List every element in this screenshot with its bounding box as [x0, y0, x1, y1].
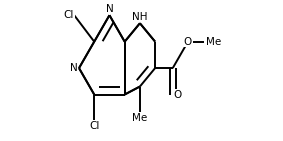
Text: Cl: Cl [64, 10, 74, 20]
Text: O: O [184, 37, 192, 47]
Text: N: N [70, 63, 78, 73]
Text: O: O [173, 90, 182, 100]
Text: Me: Me [205, 37, 221, 47]
Text: Me: Me [132, 113, 147, 123]
Text: Cl: Cl [89, 121, 99, 131]
Text: N: N [106, 4, 113, 14]
Text: NH: NH [132, 12, 148, 22]
